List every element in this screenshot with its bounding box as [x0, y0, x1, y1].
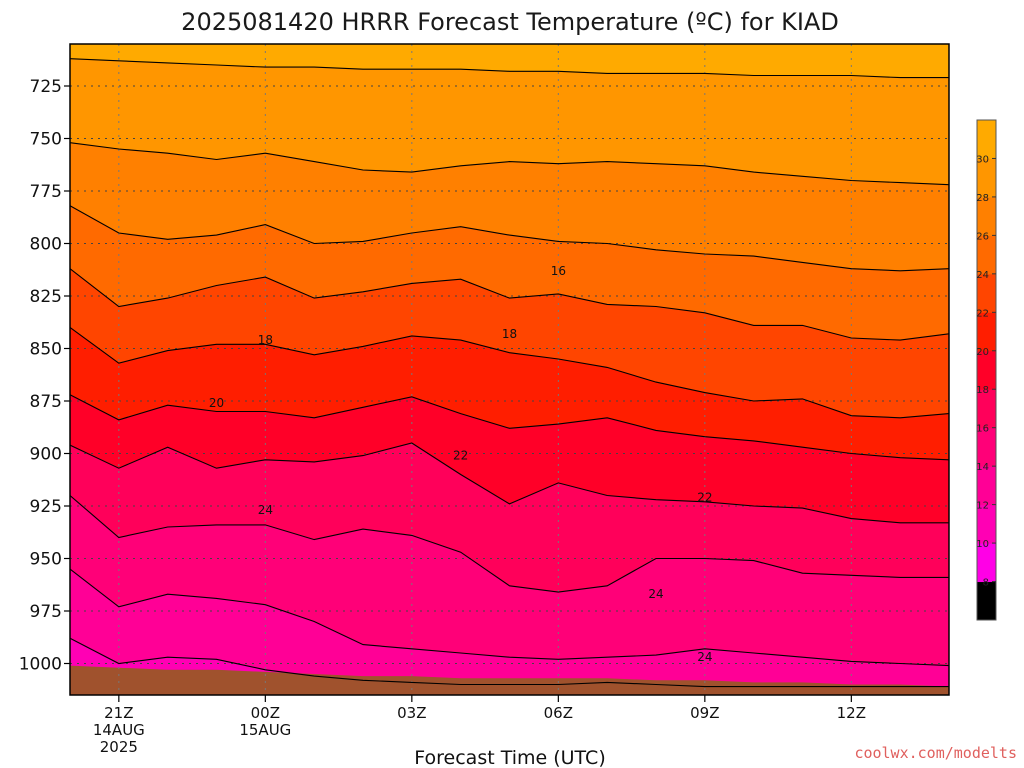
colorbar-segment — [977, 235, 996, 275]
isotherm-line — [70, 394, 949, 461]
colorbar-tick-label: 18 — [976, 385, 989, 396]
plot-frame — [69, 43, 950, 696]
colorbar-segment — [977, 581, 996, 621]
colorbar-tick-label: 28 — [976, 193, 989, 204]
pressure-axis: 725 750 775 800 825 850 875 900 925 950 975 1000 — [19, 77, 70, 675]
y-tick-label: 875 — [30, 392, 62, 412]
x-tick-label: 00Z — [251, 704, 280, 722]
colorbar-segment — [977, 427, 996, 467]
colorbar-segment — [977, 350, 996, 390]
isotherm-line — [70, 637, 949, 688]
x-tick-label: 14AUG — [93, 721, 145, 739]
isotherm-line — [70, 58, 949, 79]
colorbar: 8 10 12 14 16 18 20 22 24 26 28 30 — [976, 119, 997, 621]
isotherm-line — [70, 327, 949, 419]
y-tick-label: 1000 — [19, 655, 62, 675]
colorbar-segment — [977, 504, 996, 544]
isotherm-label: 20 — [209, 396, 224, 410]
temperature-fill-bands — [70, 44, 949, 695]
colorbar-segment — [977, 466, 996, 506]
isotherm-label: 18 — [502, 327, 517, 341]
y-tick-label: 975 — [30, 602, 62, 622]
chart-title: 2025081420 HRRR Forecast Temperature (ºC… — [181, 8, 839, 36]
colorbar-tick-label: 12 — [976, 501, 989, 512]
isotherm-line — [70, 442, 949, 524]
isotherm-label: 22 — [453, 449, 468, 463]
x-tick-label: 21Z — [104, 704, 133, 722]
isotherm-line — [70, 268, 949, 341]
colorbar-segment — [977, 196, 996, 236]
colorbar-tick-label: 8 — [983, 578, 989, 589]
colorbar-tick-label: 30 — [976, 154, 989, 165]
isotherm-label: 18 — [258, 333, 273, 347]
isotherm-lines — [70, 58, 949, 688]
x-tick-label: 03Z — [397, 704, 426, 722]
x-tick-label: 06Z — [544, 704, 573, 722]
y-tick-label: 925 — [30, 497, 62, 517]
isotherm-label: 24 — [648, 587, 663, 601]
colorbar-segment — [977, 120, 996, 159]
y-tick-label: 725 — [30, 77, 62, 97]
x-tick-label: 09Z — [690, 704, 719, 722]
colorbar-tick-label: 26 — [976, 231, 989, 242]
isotherm-label: 16 — [551, 264, 566, 278]
isotherm-label: 22 — [697, 491, 712, 505]
y-tick-label: 825 — [30, 287, 62, 307]
isotherm-label: 24 — [697, 650, 712, 664]
colorbar-tick-label: 22 — [976, 308, 989, 319]
colorbar-segment — [977, 312, 996, 352]
colorbar-segment — [977, 158, 996, 198]
isotherm-line — [70, 142, 949, 186]
isotherm-line — [70, 205, 949, 272]
y-tick-label: 750 — [30, 130, 62, 150]
colorbar-segment — [977, 273, 996, 313]
colorbar-tick-label: 14 — [976, 462, 989, 473]
y-tick-label: 900 — [30, 445, 62, 465]
y-tick-label: 950 — [30, 550, 62, 570]
x-tick-label: 15AUG — [239, 721, 291, 739]
x-axis-label: Forecast Time (UTC) — [414, 747, 605, 768]
colorbar-segment — [977, 389, 996, 429]
y-tick-label: 800 — [30, 235, 62, 255]
y-tick-label: 775 — [30, 182, 62, 202]
x-tick-label: 2025 — [100, 738, 138, 756]
x-tick-label: 12Z — [837, 704, 866, 722]
colorbar-frame — [976, 119, 997, 621]
isotherm-labels: 16 18 18 20 22 22 24 24 24 — [209, 264, 713, 664]
colorbar-tick-label: 16 — [976, 424, 989, 435]
colorbar-tick-label: 24 — [976, 270, 989, 281]
colorbar-tick-label: 20 — [976, 347, 989, 358]
credit-text: coolwx.com/modelts — [854, 744, 1017, 762]
colorbar-segment — [977, 543, 996, 583]
isotherm-line — [70, 568, 949, 667]
isotherm-label: 24 — [258, 503, 273, 517]
isotherm-line — [70, 495, 949, 593]
y-tick-label: 850 — [30, 340, 62, 360]
colorbar-tick-label: 10 — [976, 539, 989, 550]
